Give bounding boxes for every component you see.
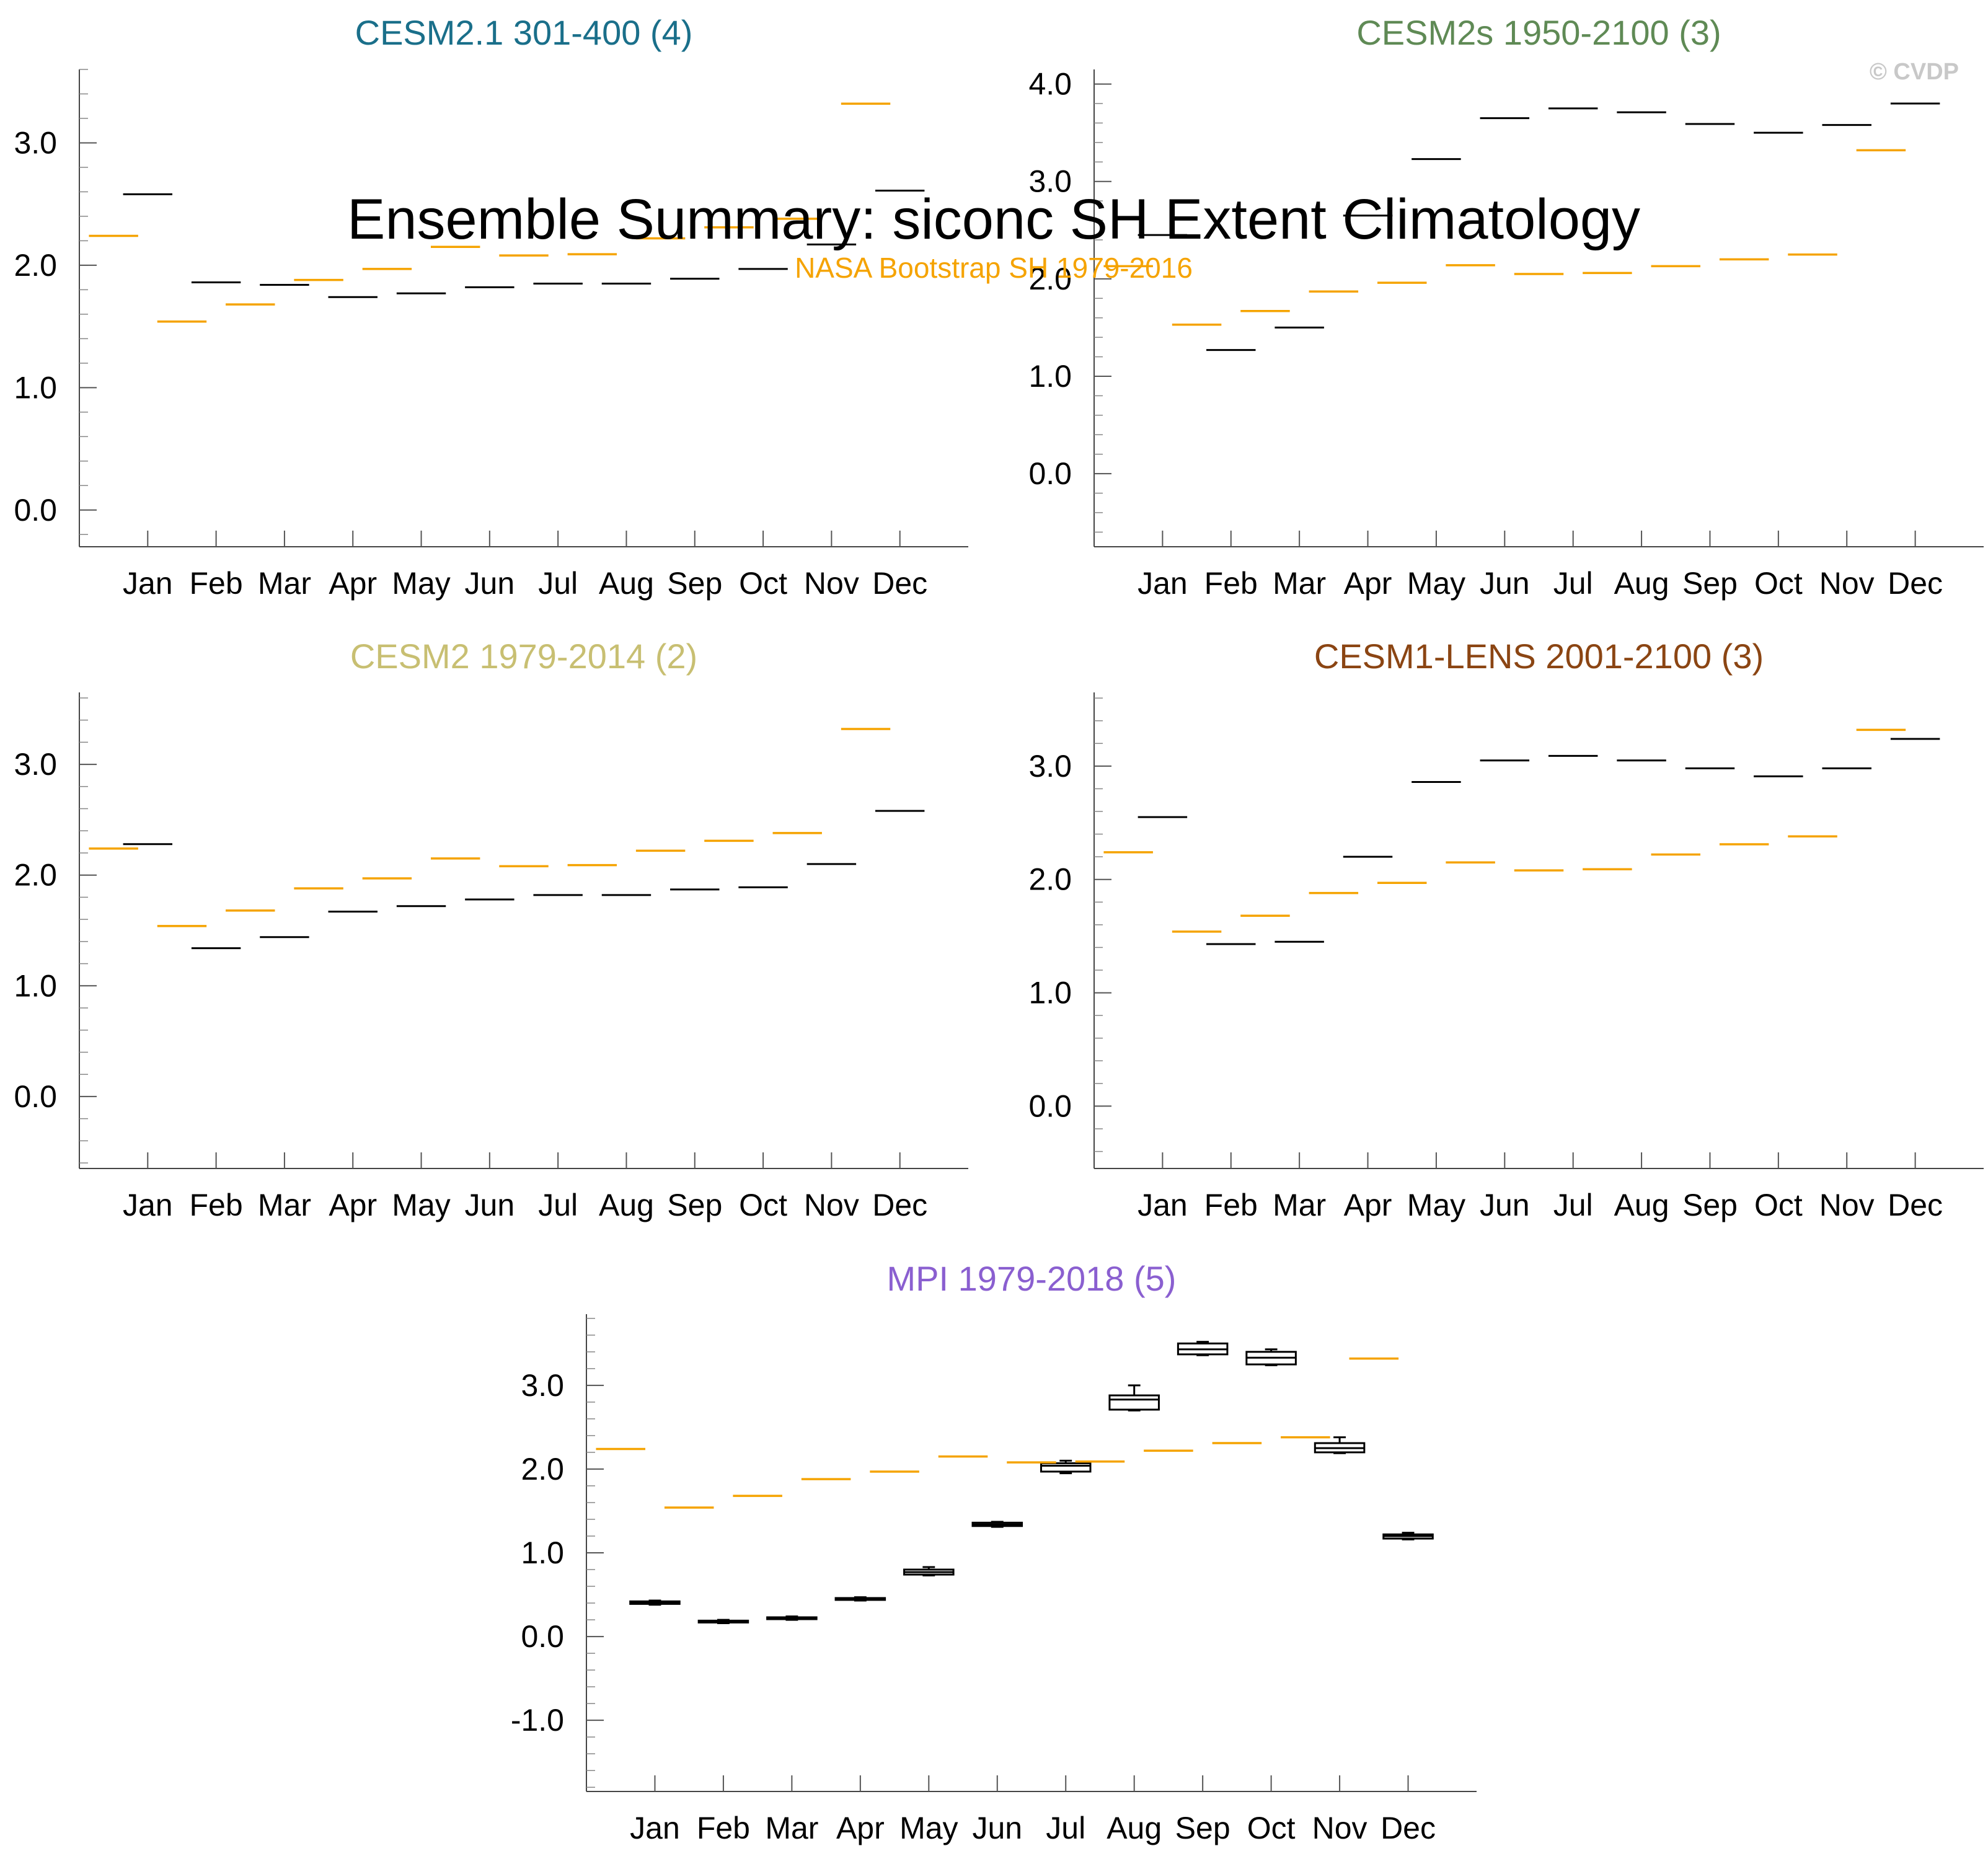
x-tick-label: Mar (1273, 1188, 1326, 1222)
y-tick-label: 1.0 (1028, 359, 1072, 394)
x-tick-label: Jan (1138, 1188, 1188, 1222)
x-tick-label: Feb (697, 1811, 750, 1845)
x-tick-label: Sep (667, 1188, 722, 1222)
x-tick-label: Sep (1682, 566, 1738, 601)
x-tick-label: Jan (630, 1811, 680, 1845)
chart-panel: CESM2.1 301-400 (4) 0.0 1.0 2.0 3.0 Jan Feb Mar… (14, 13, 968, 601)
x-tick-label: Feb (190, 1188, 243, 1222)
y-tick-label: 3.0 (1028, 164, 1072, 199)
x-tick-label: May (392, 566, 450, 601)
panel-title: CESM2.1 301-400 (4) (355, 13, 693, 52)
x-tick-label: Jan (123, 566, 173, 601)
x-tick-label: Sep (1175, 1811, 1230, 1845)
panel-title: CESM1-LENS 2001-2100 (3) (1314, 637, 1764, 676)
y-tick-label: 3.0 (1028, 749, 1072, 784)
panel-title: MPI 1979-2018 (5) (887, 1259, 1177, 1298)
chart-panel: MPI 1979-2018 (5) -1.0 0.0 1.0 2.0 3.0 Jan Feb M… (511, 1259, 1477, 1845)
panels-layer: CESM2.1 301-400 (4) 0.0 1.0 2.0 3.0 Jan Feb Mar… (14, 13, 1984, 1845)
panel-title: CESM2 1979-2014 (2) (350, 637, 697, 676)
y-tick-label: 1.0 (521, 1535, 564, 1570)
x-tick-label: Dec (872, 566, 927, 601)
x-tick-label: May (1407, 1188, 1465, 1222)
x-tick-label: Mar (258, 1188, 311, 1222)
x-tick-label: Jul (538, 1188, 578, 1222)
y-tick-label: 2.0 (1028, 862, 1072, 897)
y-tick-label: 2.0 (1028, 262, 1072, 296)
y-tick-label: 1.0 (14, 370, 57, 405)
box-body (1040, 1462, 1092, 1473)
x-tick-label: Apr (836, 1811, 885, 1845)
x-tick-label: Jun (465, 566, 515, 601)
x-tick-label: Sep (667, 566, 722, 601)
figure-title: Ensemble Summary: siconc SH Extent Clima… (347, 188, 1640, 251)
observation-label: NASA Bootstrap SH 1979-2016 (795, 252, 1193, 284)
x-tick-label: Aug (599, 566, 654, 601)
x-tick-label: Nov (804, 566, 859, 601)
y-tick-label: 4.0 (1028, 67, 1072, 102)
x-tick-label: Jun (1480, 566, 1530, 601)
chart-panel: CESM2 1979-2014 (2) 0.0 1.0 2.0 3.0 Jan Feb Mar… (14, 637, 968, 1222)
y-tick-label: 3.0 (14, 125, 57, 160)
x-tick-label: Sep (1682, 1188, 1738, 1222)
box-body (1108, 1394, 1160, 1411)
x-tick-label: Aug (1614, 566, 1669, 601)
x-tick-label: Nov (804, 1188, 859, 1222)
x-tick-label: Oct (1247, 1811, 1296, 1845)
x-tick-label: Dec (872, 1188, 927, 1222)
x-tick-label: Apr (1344, 1188, 1392, 1222)
x-tick-label: Aug (1107, 1811, 1162, 1845)
x-tick-label: Nov (1819, 1188, 1875, 1222)
y-tick-label: 0.0 (14, 493, 57, 528)
y-tick-label: 2.0 (14, 858, 57, 893)
x-tick-label: Dec (1888, 1188, 1943, 1222)
x-tick-label: May (1407, 566, 1465, 601)
panel-title: CESM2s 1950-2100 (3) (1356, 13, 1721, 52)
y-tick-label: 0.0 (1028, 456, 1072, 491)
chart-panel: CESM1-LENS 2001-2100 (3) 0.0 1.0 2.0 3.0 Jan F… (1028, 637, 1984, 1222)
x-tick-label: Oct (739, 566, 787, 601)
x-tick-label: Aug (599, 1188, 654, 1222)
x-tick-label: Apr (1344, 566, 1392, 601)
y-tick-label: 1.0 (1028, 976, 1072, 1010)
x-tick-label: Oct (739, 1188, 787, 1222)
x-tick-label: Feb (190, 566, 243, 601)
x-tick-label: Nov (1819, 566, 1875, 601)
x-tick-label: May (899, 1811, 958, 1845)
x-tick-label: Oct (1754, 566, 1803, 601)
x-tick-label: Jul (538, 566, 578, 601)
y-tick-label: 2.0 (521, 1452, 564, 1486)
x-tick-label: Jul (1553, 566, 1593, 601)
x-tick-label: Jan (1138, 566, 1188, 601)
x-tick-label: Jun (1480, 1188, 1530, 1222)
x-tick-label: May (392, 1188, 450, 1222)
chart-panel: CESM2s 1950-2100 (3) 0.0 1.0 2.0 3.0 4.0 Jan Fe… (1028, 13, 1984, 601)
y-tick-label: 2.0 (14, 248, 57, 283)
y-tick-label: 3.0 (14, 747, 57, 782)
x-tick-label: Jun (972, 1811, 1022, 1845)
x-tick-label: Mar (1273, 566, 1326, 601)
y-tick-label: 0.0 (1028, 1089, 1072, 1123)
x-tick-label: Feb (1204, 1188, 1258, 1222)
x-tick-label: Dec (1381, 1811, 1436, 1845)
x-tick-label: Mar (765, 1811, 818, 1845)
y-tick-label: 3.0 (521, 1368, 564, 1403)
x-tick-label: Mar (258, 566, 311, 601)
x-tick-label: Jun (465, 1188, 515, 1222)
watermark: © CVDP (1870, 59, 1959, 85)
x-tick-label: Oct (1754, 1188, 1803, 1222)
y-tick-label: -1.0 (511, 1703, 564, 1738)
x-tick-label: Apr (329, 1188, 377, 1222)
y-tick-label: 0.0 (521, 1619, 564, 1654)
x-tick-label: Feb (1204, 566, 1258, 601)
x-tick-label: Nov (1312, 1811, 1367, 1845)
x-tick-label: Jan (123, 1188, 173, 1222)
x-tick-label: Aug (1614, 1188, 1669, 1222)
y-tick-label: 0.0 (14, 1079, 57, 1114)
x-tick-label: Jul (1046, 1811, 1085, 1845)
x-tick-label: Jul (1553, 1188, 1593, 1222)
x-tick-label: Apr (329, 566, 377, 601)
x-tick-label: Dec (1888, 566, 1943, 601)
y-tick-label: 1.0 (14, 968, 57, 1003)
